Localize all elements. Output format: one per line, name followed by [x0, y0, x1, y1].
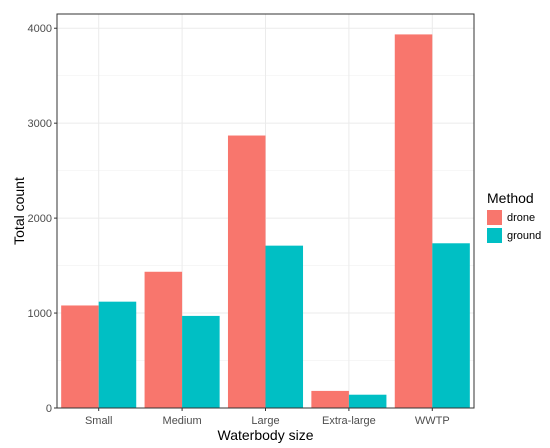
bar-drone-wwtp: [394, 34, 433, 408]
x-axis-ticks: Small Medium Large Extra-large WWTP: [85, 408, 450, 427]
bar-ground-small: [98, 301, 137, 408]
legend-label-ground: ground: [507, 230, 541, 242]
bar-drone-medium: [144, 271, 183, 408]
legend-title: Method: [487, 190, 534, 206]
y-tick-label: 1000: [28, 308, 52, 320]
bar-ground-medium: [182, 315, 220, 408]
x-tick-label: Extra-large: [322, 415, 376, 427]
y-axis-ticks: 0 1000 2000 3000 4000: [28, 23, 57, 415]
y-axis-title: Total count: [11, 177, 27, 245]
y-tick-label: 0: [46, 403, 52, 415]
x-tick-label: Small: [85, 415, 113, 427]
x-axis-title: Waterbody size: [218, 427, 314, 443]
bar-drone-extra-large: [311, 390, 349, 408]
bar-drone-small: [61, 305, 99, 408]
legend-swatch-drone: [487, 210, 502, 225]
x-tick-label: Medium: [163, 415, 202, 427]
bar-ground-large: [265, 245, 304, 408]
legend: Method drone ground: [487, 190, 541, 243]
x-tick-label: Large: [251, 415, 279, 427]
x-tick-label: WWTP: [415, 415, 450, 427]
legend-swatch-ground: [487, 228, 502, 243]
bar-drone-large: [227, 135, 266, 408]
bars: [61, 34, 470, 408]
legend-label-drone: drone: [507, 212, 535, 224]
y-tick-label: 3000: [28, 118, 52, 130]
bar-ground-extra-large: [348, 394, 387, 408]
y-tick-label: 2000: [28, 213, 52, 225]
y-tick-label: 4000: [28, 23, 52, 35]
bar-ground-wwtp: [432, 243, 470, 408]
